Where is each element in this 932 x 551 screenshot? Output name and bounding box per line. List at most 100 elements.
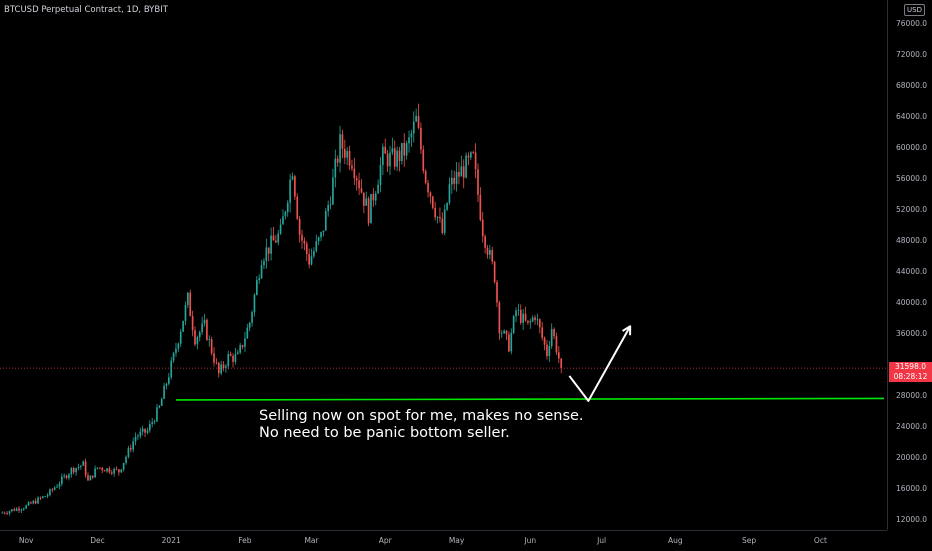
price-tick: 68000.0 bbox=[896, 80, 928, 90]
candle-body bbox=[89, 475, 92, 481]
candle-body bbox=[536, 319, 539, 321]
candle-body bbox=[137, 436, 139, 437]
time-tick: Apr bbox=[378, 536, 392, 545]
candle-body bbox=[286, 202, 289, 212]
candle-body bbox=[515, 310, 517, 317]
candle-body bbox=[80, 465, 82, 467]
candle-body bbox=[99, 467, 101, 469]
candle-body bbox=[339, 134, 341, 163]
candle-body bbox=[498, 302, 501, 334]
price-tick: 48000.0 bbox=[896, 235, 928, 245]
candle-body bbox=[84, 461, 87, 476]
candle-body bbox=[474, 152, 477, 170]
candle-body bbox=[298, 218, 301, 235]
candle-body bbox=[6, 513, 8, 515]
candle-body bbox=[234, 354, 237, 362]
candle-body bbox=[324, 211, 327, 231]
candle-body bbox=[141, 428, 144, 432]
candle-body bbox=[175, 348, 177, 354]
candle-body bbox=[408, 137, 410, 144]
candle-body bbox=[101, 467, 104, 471]
price-axis[interactable] bbox=[887, 0, 932, 530]
candle-body bbox=[82, 461, 85, 466]
candle-body bbox=[215, 362, 218, 364]
currency-badge[interactable]: USD bbox=[904, 4, 925, 16]
candle-body bbox=[244, 338, 246, 347]
candle-body bbox=[434, 207, 437, 218]
candle-body bbox=[546, 344, 548, 357]
candle-body bbox=[510, 332, 513, 352]
candle-body bbox=[558, 352, 560, 359]
candle-body bbox=[519, 309, 522, 323]
candle-body bbox=[412, 121, 415, 134]
candle-body bbox=[56, 486, 58, 488]
candle-body bbox=[548, 346, 551, 357]
candle-body bbox=[77, 466, 80, 469]
candle-body bbox=[467, 155, 470, 158]
time-tick: Jun bbox=[524, 536, 537, 545]
candle-body bbox=[500, 333, 503, 334]
candle-body bbox=[527, 320, 529, 323]
candle-body bbox=[291, 176, 294, 180]
candle-body bbox=[370, 194, 372, 224]
candle-body bbox=[11, 509, 13, 512]
bar-countdown: 08:28:12 bbox=[893, 371, 928, 381]
candle-body bbox=[253, 294, 256, 313]
price-tick: 60000.0 bbox=[896, 142, 928, 152]
candle-body bbox=[255, 280, 258, 295]
chart-title: BTCUSD Perpetual Contract, 1D, BYBIT bbox=[4, 5, 168, 15]
candle-body bbox=[34, 500, 37, 504]
candle-body bbox=[327, 205, 329, 212]
candle-body bbox=[491, 249, 494, 262]
candle-body bbox=[189, 292, 192, 317]
candle-body bbox=[151, 422, 154, 424]
time-axis[interactable] bbox=[0, 530, 887, 551]
candle-body bbox=[203, 319, 206, 324]
candle-body bbox=[531, 317, 534, 322]
candle-body bbox=[427, 182, 429, 193]
candle-body bbox=[320, 232, 322, 238]
candle-body bbox=[232, 355, 234, 362]
time-tick: Nov bbox=[18, 536, 34, 545]
candle-body bbox=[538, 319, 541, 328]
candle-body bbox=[543, 337, 546, 345]
candle-body bbox=[32, 500, 35, 504]
candle-body bbox=[148, 423, 151, 431]
candle-body bbox=[210, 339, 213, 354]
candle-body bbox=[201, 323, 203, 333]
candle-body bbox=[196, 337, 199, 345]
candle-body bbox=[379, 165, 382, 185]
candle-body bbox=[360, 188, 363, 193]
price-tick: 72000.0 bbox=[896, 49, 928, 59]
candle-body bbox=[241, 345, 244, 347]
candle-body bbox=[493, 261, 496, 283]
candle-body bbox=[96, 467, 99, 469]
support-line bbox=[175, 397, 885, 401]
candle-body bbox=[396, 150, 398, 167]
candle-body bbox=[75, 468, 77, 473]
price-tick: 44000.0 bbox=[896, 266, 928, 276]
time-tick: 2021 bbox=[161, 536, 181, 545]
candle-body bbox=[179, 331, 182, 344]
candle-body bbox=[115, 468, 118, 470]
candle-body bbox=[91, 475, 94, 478]
candle-body bbox=[198, 332, 201, 338]
text-annotation[interactable]: Selling now on spot for me, makes no sen… bbox=[259, 408, 584, 442]
candle-body bbox=[517, 309, 520, 311]
price-tick: 36000.0 bbox=[896, 328, 928, 338]
time-tick: Sep bbox=[741, 536, 757, 545]
candle-body bbox=[363, 192, 365, 206]
candle-body bbox=[484, 236, 486, 248]
candle-body bbox=[472, 152, 475, 154]
price-tick: 24000.0 bbox=[896, 422, 928, 432]
candle-body bbox=[168, 377, 170, 384]
candle-body bbox=[53, 487, 56, 490]
candle-body bbox=[508, 334, 510, 352]
annotation-line-1: Selling now on spot for me, makes no sen… bbox=[259, 408, 584, 424]
candle-body bbox=[415, 115, 417, 122]
price-chart[interactable] bbox=[0, 0, 887, 530]
candle-body bbox=[39, 497, 42, 499]
candle-body bbox=[301, 234, 303, 241]
candle-body bbox=[446, 202, 448, 210]
